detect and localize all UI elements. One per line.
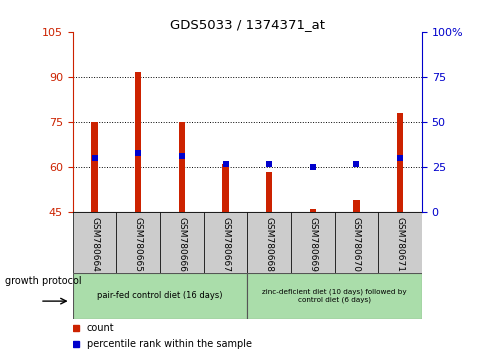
Bar <box>73 273 247 319</box>
Bar <box>309 210 316 212</box>
Text: GSM780664: GSM780664 <box>90 217 99 272</box>
Text: GSM780668: GSM780668 <box>264 217 273 272</box>
Bar <box>247 273 421 319</box>
Text: pair-fed control diet (16 days): pair-fed control diet (16 days) <box>97 291 222 300</box>
Title: GDS5033 / 1374371_at: GDS5033 / 1374371_at <box>169 18 324 31</box>
Text: GSM780667: GSM780667 <box>221 217 229 272</box>
Bar <box>135 73 141 212</box>
Bar <box>222 164 228 212</box>
Bar <box>247 212 290 273</box>
Text: GSM780665: GSM780665 <box>134 217 142 272</box>
Text: growth protocol: growth protocol <box>5 276 81 286</box>
Bar <box>334 212 378 273</box>
Text: count: count <box>87 323 114 333</box>
Text: GSM780666: GSM780666 <box>177 217 186 272</box>
Bar <box>396 113 403 212</box>
Text: percentile rank within the sample: percentile rank within the sample <box>87 339 251 349</box>
Bar <box>91 122 98 212</box>
Bar <box>73 212 116 273</box>
Bar <box>378 212 421 273</box>
Text: GSM780670: GSM780670 <box>351 217 360 272</box>
Text: GSM780669: GSM780669 <box>308 217 317 272</box>
Bar <box>265 172 272 212</box>
Bar <box>160 212 203 273</box>
Text: GSM780671: GSM780671 <box>395 217 404 272</box>
Bar <box>178 122 185 212</box>
Text: zinc-deficient diet (10 days) followed by
control diet (6 days): zinc-deficient diet (10 days) followed b… <box>262 289 406 303</box>
Bar <box>116 212 160 273</box>
Bar <box>203 212 247 273</box>
Bar <box>290 212 334 273</box>
Bar <box>352 200 359 212</box>
